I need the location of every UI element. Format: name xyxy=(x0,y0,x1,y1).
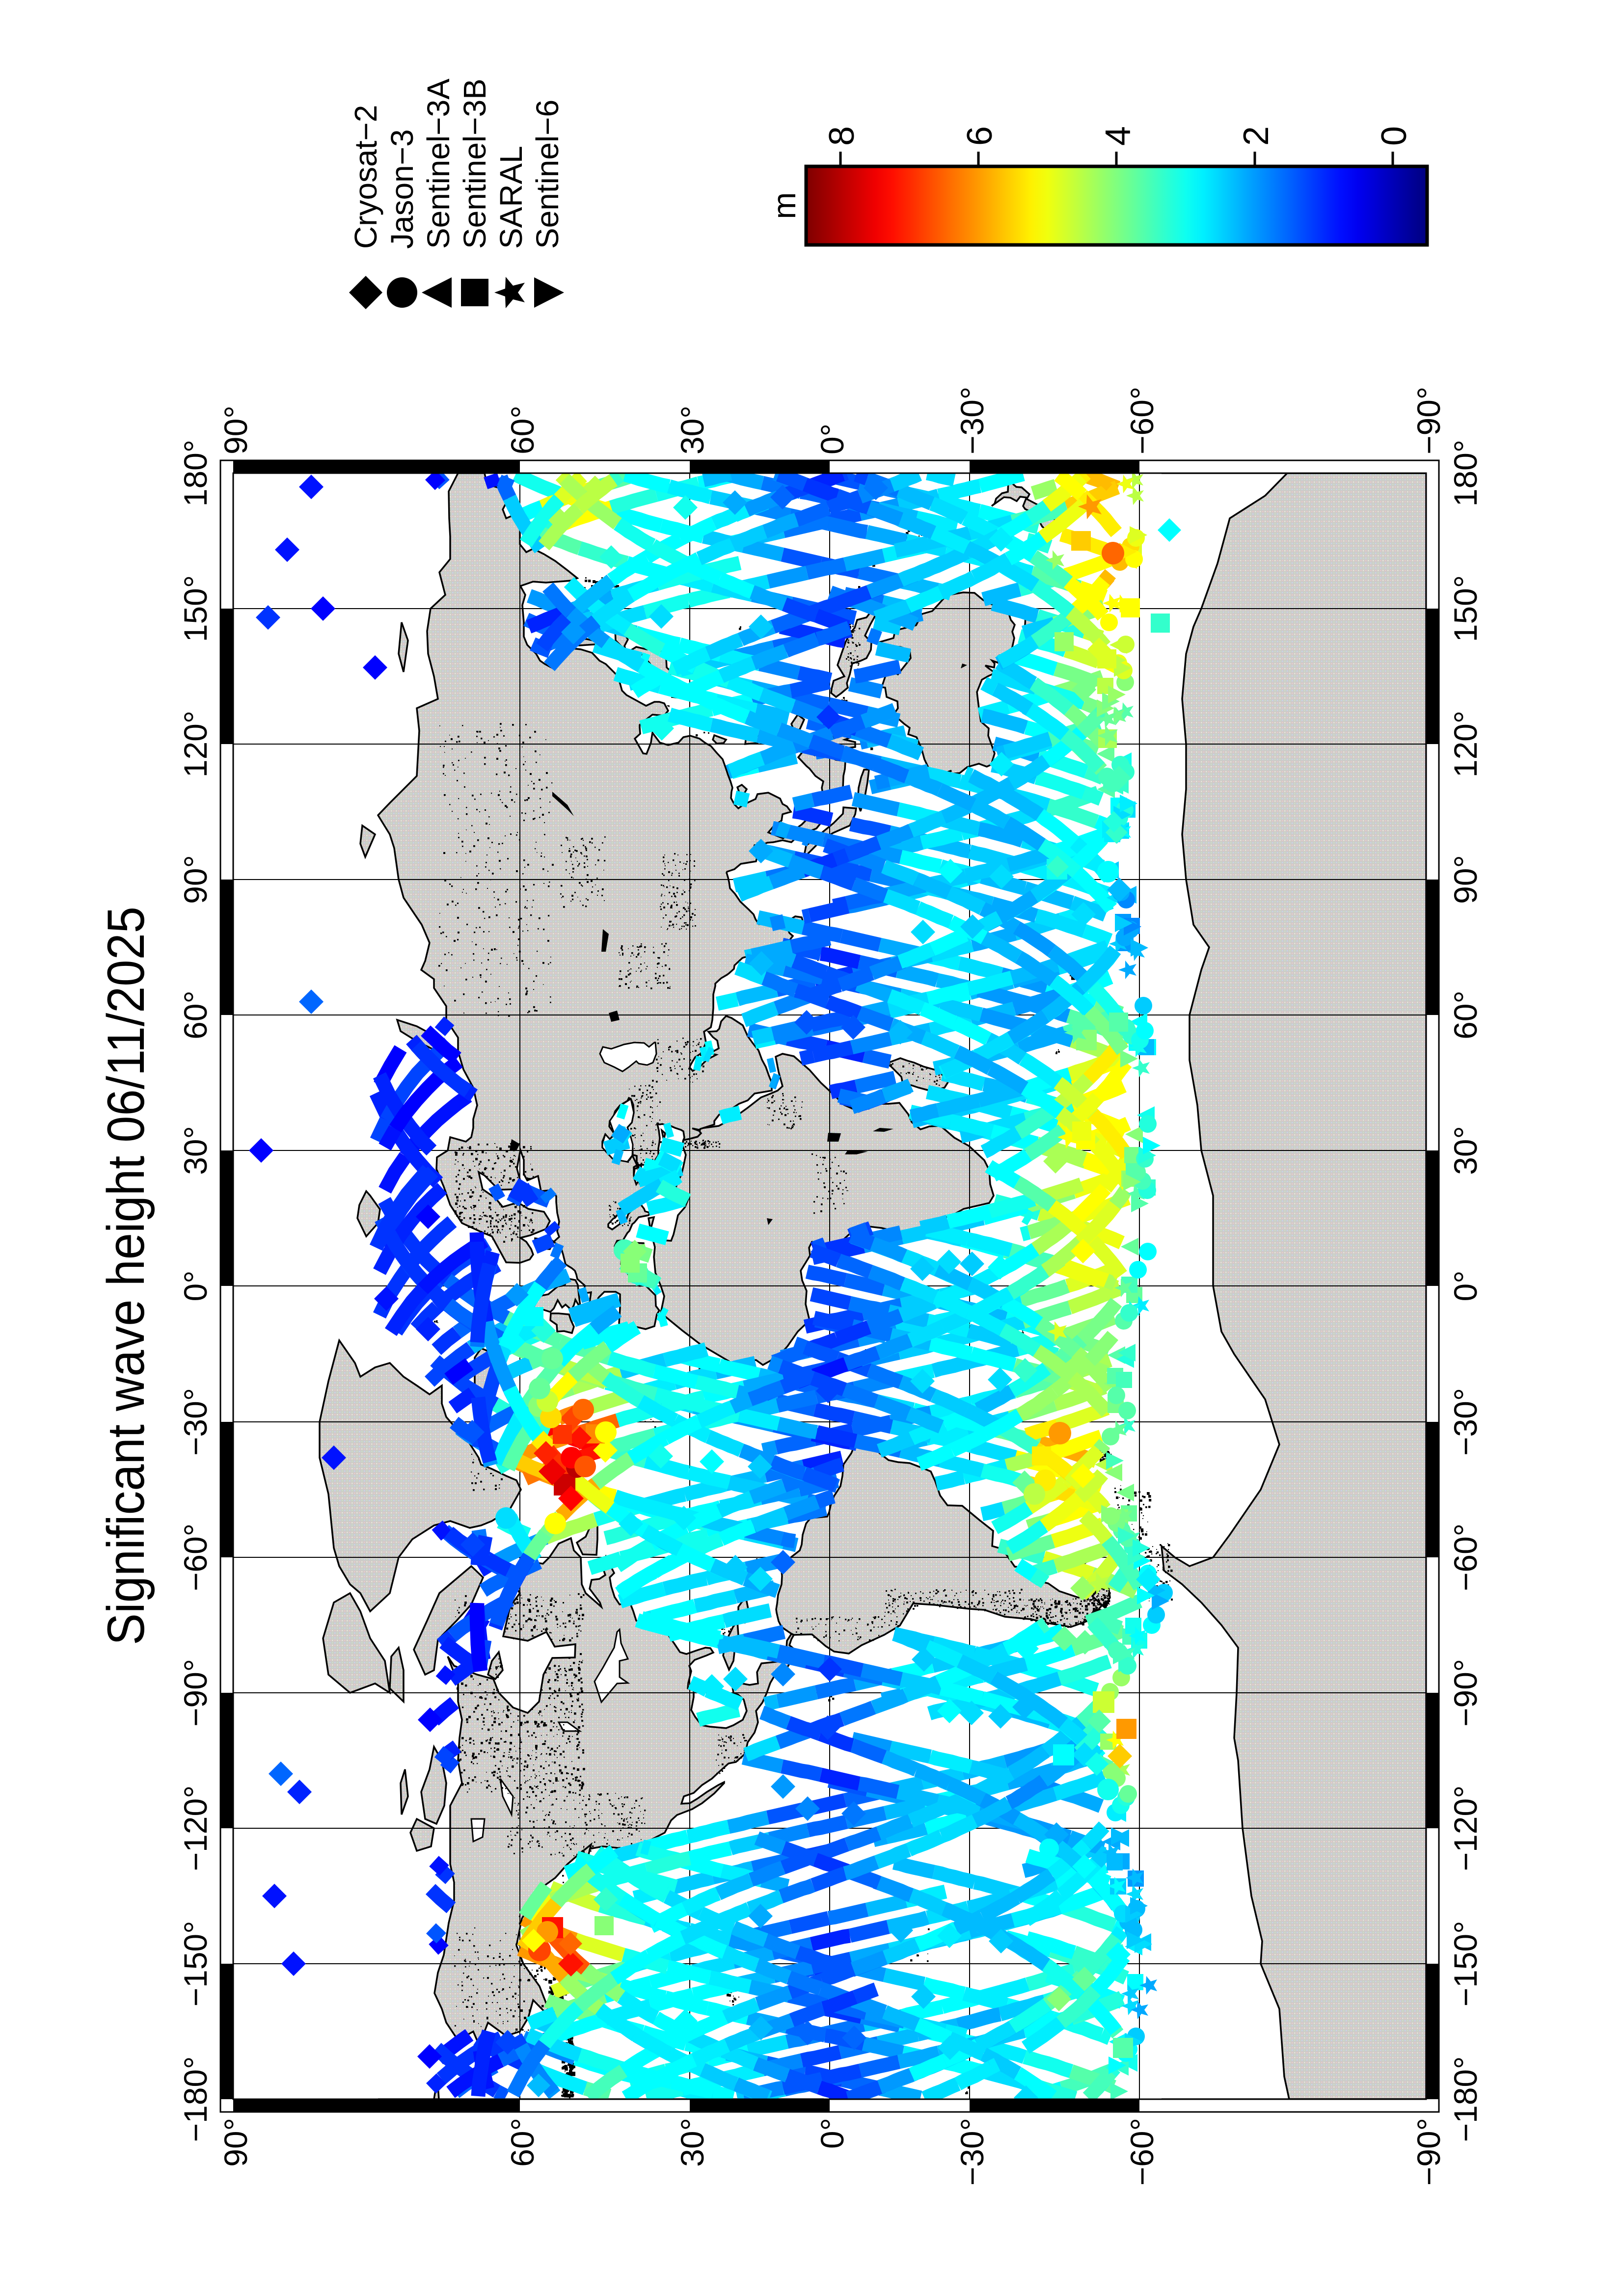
svg-text:30°: 30° xyxy=(1447,1126,1484,1175)
svg-text:0°: 0° xyxy=(814,2118,850,2149)
svg-text:−30°: −30° xyxy=(1447,1388,1484,1456)
svg-text:0°: 0° xyxy=(1447,1270,1484,1301)
svg-text:8: 8 xyxy=(822,126,862,146)
svg-text:150°: 150° xyxy=(1447,575,1484,642)
svg-text:Significant wave height 06/11/: Significant wave height 06/11/2025 xyxy=(96,907,155,1645)
svg-text:−180°: −180° xyxy=(177,2056,214,2142)
svg-text:−30°: −30° xyxy=(177,1388,214,1456)
svg-text:0: 0 xyxy=(1375,126,1414,146)
svg-text:60°: 60° xyxy=(1447,990,1484,1040)
svg-text:30°: 30° xyxy=(674,405,710,454)
svg-text:6: 6 xyxy=(960,126,1000,146)
svg-text:−150°: −150° xyxy=(1447,1921,1484,2006)
svg-text:SARAL: SARAL xyxy=(493,146,529,249)
svg-text:−30°: −30° xyxy=(954,2118,990,2186)
svg-text:60°: 60° xyxy=(504,2118,541,2167)
svg-text:90°: 90° xyxy=(177,855,214,904)
svg-text:120°: 120° xyxy=(1447,711,1484,778)
svg-text:2: 2 xyxy=(1237,126,1276,146)
svg-text:Jason−3: Jason−3 xyxy=(384,129,420,249)
svg-text:−60°: −60° xyxy=(1124,2118,1160,2186)
svg-text:0°: 0° xyxy=(177,1270,214,1301)
svg-text:−150°: −150° xyxy=(177,1921,214,2006)
svg-text:−120°: −120° xyxy=(1447,1785,1484,1871)
svg-text:−90°: −90° xyxy=(1410,2118,1447,2186)
svg-text:−90°: −90° xyxy=(177,1659,214,1727)
svg-text:180°: 180° xyxy=(1447,440,1484,507)
svg-text:−180°: −180° xyxy=(1447,2056,1484,2142)
svg-text:120°: 120° xyxy=(177,711,214,778)
svg-text:90°: 90° xyxy=(1447,855,1484,904)
svg-text:Sentinel−6: Sentinel−6 xyxy=(530,100,565,249)
svg-text:Cryosat−2: Cryosat−2 xyxy=(348,105,383,249)
svg-text:Sentinel−3B: Sentinel−3B xyxy=(457,79,492,249)
svg-text:−90°: −90° xyxy=(1447,1659,1484,1727)
svg-text:30°: 30° xyxy=(674,2118,710,2167)
svg-text:150°: 150° xyxy=(177,575,214,642)
svg-text:60°: 60° xyxy=(177,990,214,1040)
svg-text:90°: 90° xyxy=(217,405,254,454)
svg-text:90°: 90° xyxy=(217,2118,254,2167)
svg-text:−60°: −60° xyxy=(1124,387,1160,454)
svg-text:m: m xyxy=(766,192,802,219)
svg-text:−60°: −60° xyxy=(177,1523,214,1591)
svg-text:180°: 180° xyxy=(177,440,214,507)
svg-text:30°: 30° xyxy=(177,1126,214,1175)
svg-text:−90°: −90° xyxy=(1410,387,1447,454)
svg-text:0°: 0° xyxy=(814,424,850,454)
svg-text:60°: 60° xyxy=(504,405,541,454)
svg-text:−30°: −30° xyxy=(954,387,990,454)
svg-text:4: 4 xyxy=(1099,126,1138,146)
svg-text:−60°: −60° xyxy=(1447,1523,1484,1591)
svg-text:−120°: −120° xyxy=(177,1785,214,1871)
svg-text:Sentinel−3A: Sentinel−3A xyxy=(421,79,456,249)
